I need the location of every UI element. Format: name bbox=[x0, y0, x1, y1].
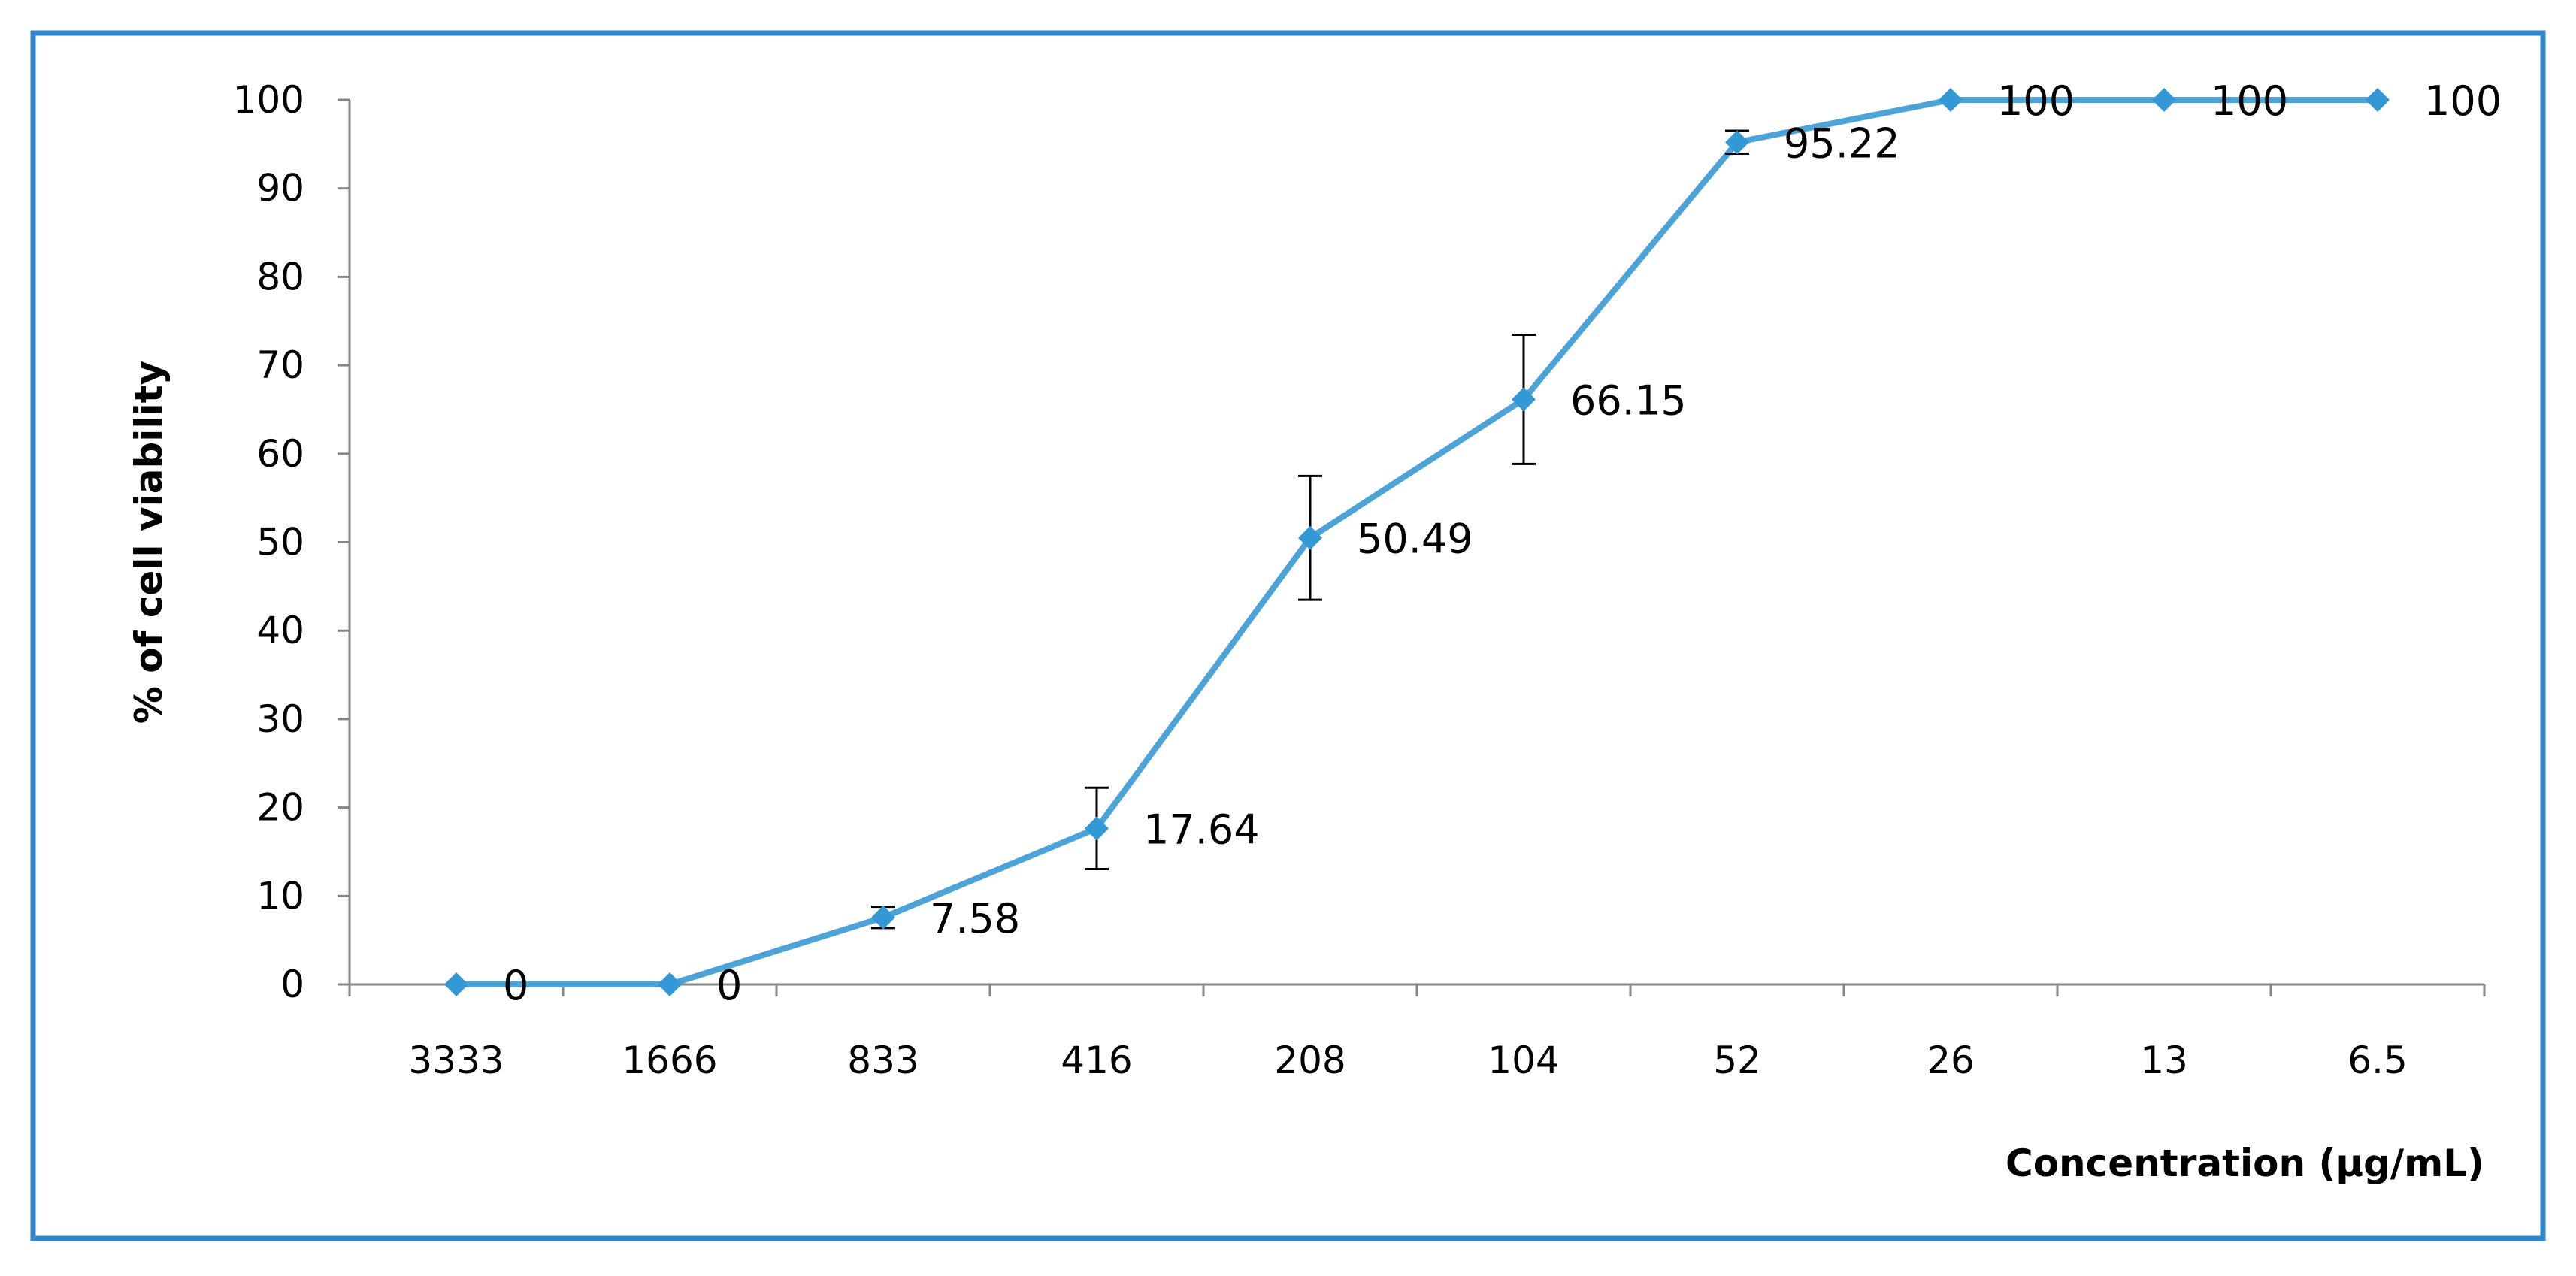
x-tick-label: 208 bbox=[1274, 1039, 1346, 1082]
chart-border bbox=[30, 30, 2546, 1241]
y-tick-label: 40 bbox=[256, 609, 304, 652]
data-point-marker bbox=[1725, 130, 1749, 155]
y-tick-label: 70 bbox=[256, 343, 304, 387]
x-tick-label: 52 bbox=[1713, 1039, 1761, 1082]
data-point-marker bbox=[1939, 88, 1963, 112]
axes: 0 10 20 30 40 50 60 70 80 90 100 3333 1666 833 416 208 1… bbox=[233, 78, 2486, 1082]
y-axis-title: % of cell viability bbox=[127, 361, 171, 724]
data-point-marker bbox=[2152, 88, 2176, 112]
y-tick-label: 100 bbox=[233, 78, 304, 122]
data-point-marker bbox=[1512, 387, 1536, 412]
data-label: 0 bbox=[716, 962, 742, 1009]
y-tick-label: 10 bbox=[256, 874, 304, 918]
y-tick-label: 80 bbox=[256, 255, 304, 298]
y-tick-label: 30 bbox=[256, 697, 304, 741]
series-line bbox=[456, 97, 2378, 987]
y-tick-label: 60 bbox=[256, 432, 304, 476]
data-label: 0 bbox=[503, 962, 528, 1009]
data-label: 17.64 bbox=[1143, 806, 1260, 853]
x-tick-label: 3333 bbox=[408, 1039, 504, 1082]
data-label: 100 bbox=[2424, 77, 2502, 125]
data-point-marker bbox=[444, 972, 468, 996]
data-label: 100 bbox=[1997, 77, 2075, 125]
data-point-marker bbox=[658, 972, 682, 996]
x-tick-label: 833 bbox=[847, 1039, 919, 1082]
data-label: 95.22 bbox=[1784, 119, 1900, 167]
series-area: 0 0 7.58 17.64 50.49 66.15 95.22 100 100 100 bbox=[444, 77, 2502, 1009]
data-point-marker bbox=[1085, 816, 1109, 841]
y-tick-label: 0 bbox=[280, 963, 304, 1006]
data-point-marker bbox=[1298, 525, 1322, 550]
x-tick-label: 1666 bbox=[622, 1039, 717, 1082]
x-tick-label: 6.5 bbox=[2347, 1039, 2408, 1082]
data-label: 7.58 bbox=[930, 895, 1020, 942]
x-tick-label: 13 bbox=[2140, 1039, 2188, 1082]
data-label: 100 bbox=[2211, 77, 2288, 125]
data-point-marker bbox=[2366, 88, 2390, 112]
y-tick-label: 20 bbox=[256, 786, 304, 830]
x-axis-title: Concentration (µg/mL) bbox=[2005, 1141, 2484, 1185]
data-label: 50.49 bbox=[1357, 516, 1473, 563]
x-tick-label: 104 bbox=[1488, 1039, 1559, 1082]
y-tick-label: 90 bbox=[256, 167, 304, 210]
y-tick-label: 50 bbox=[256, 521, 304, 564]
x-tick-label: 416 bbox=[1061, 1039, 1132, 1082]
x-tick-label: 26 bbox=[1927, 1039, 1975, 1082]
data-point-marker bbox=[871, 905, 895, 930]
data-label: 66.15 bbox=[1570, 376, 1687, 424]
